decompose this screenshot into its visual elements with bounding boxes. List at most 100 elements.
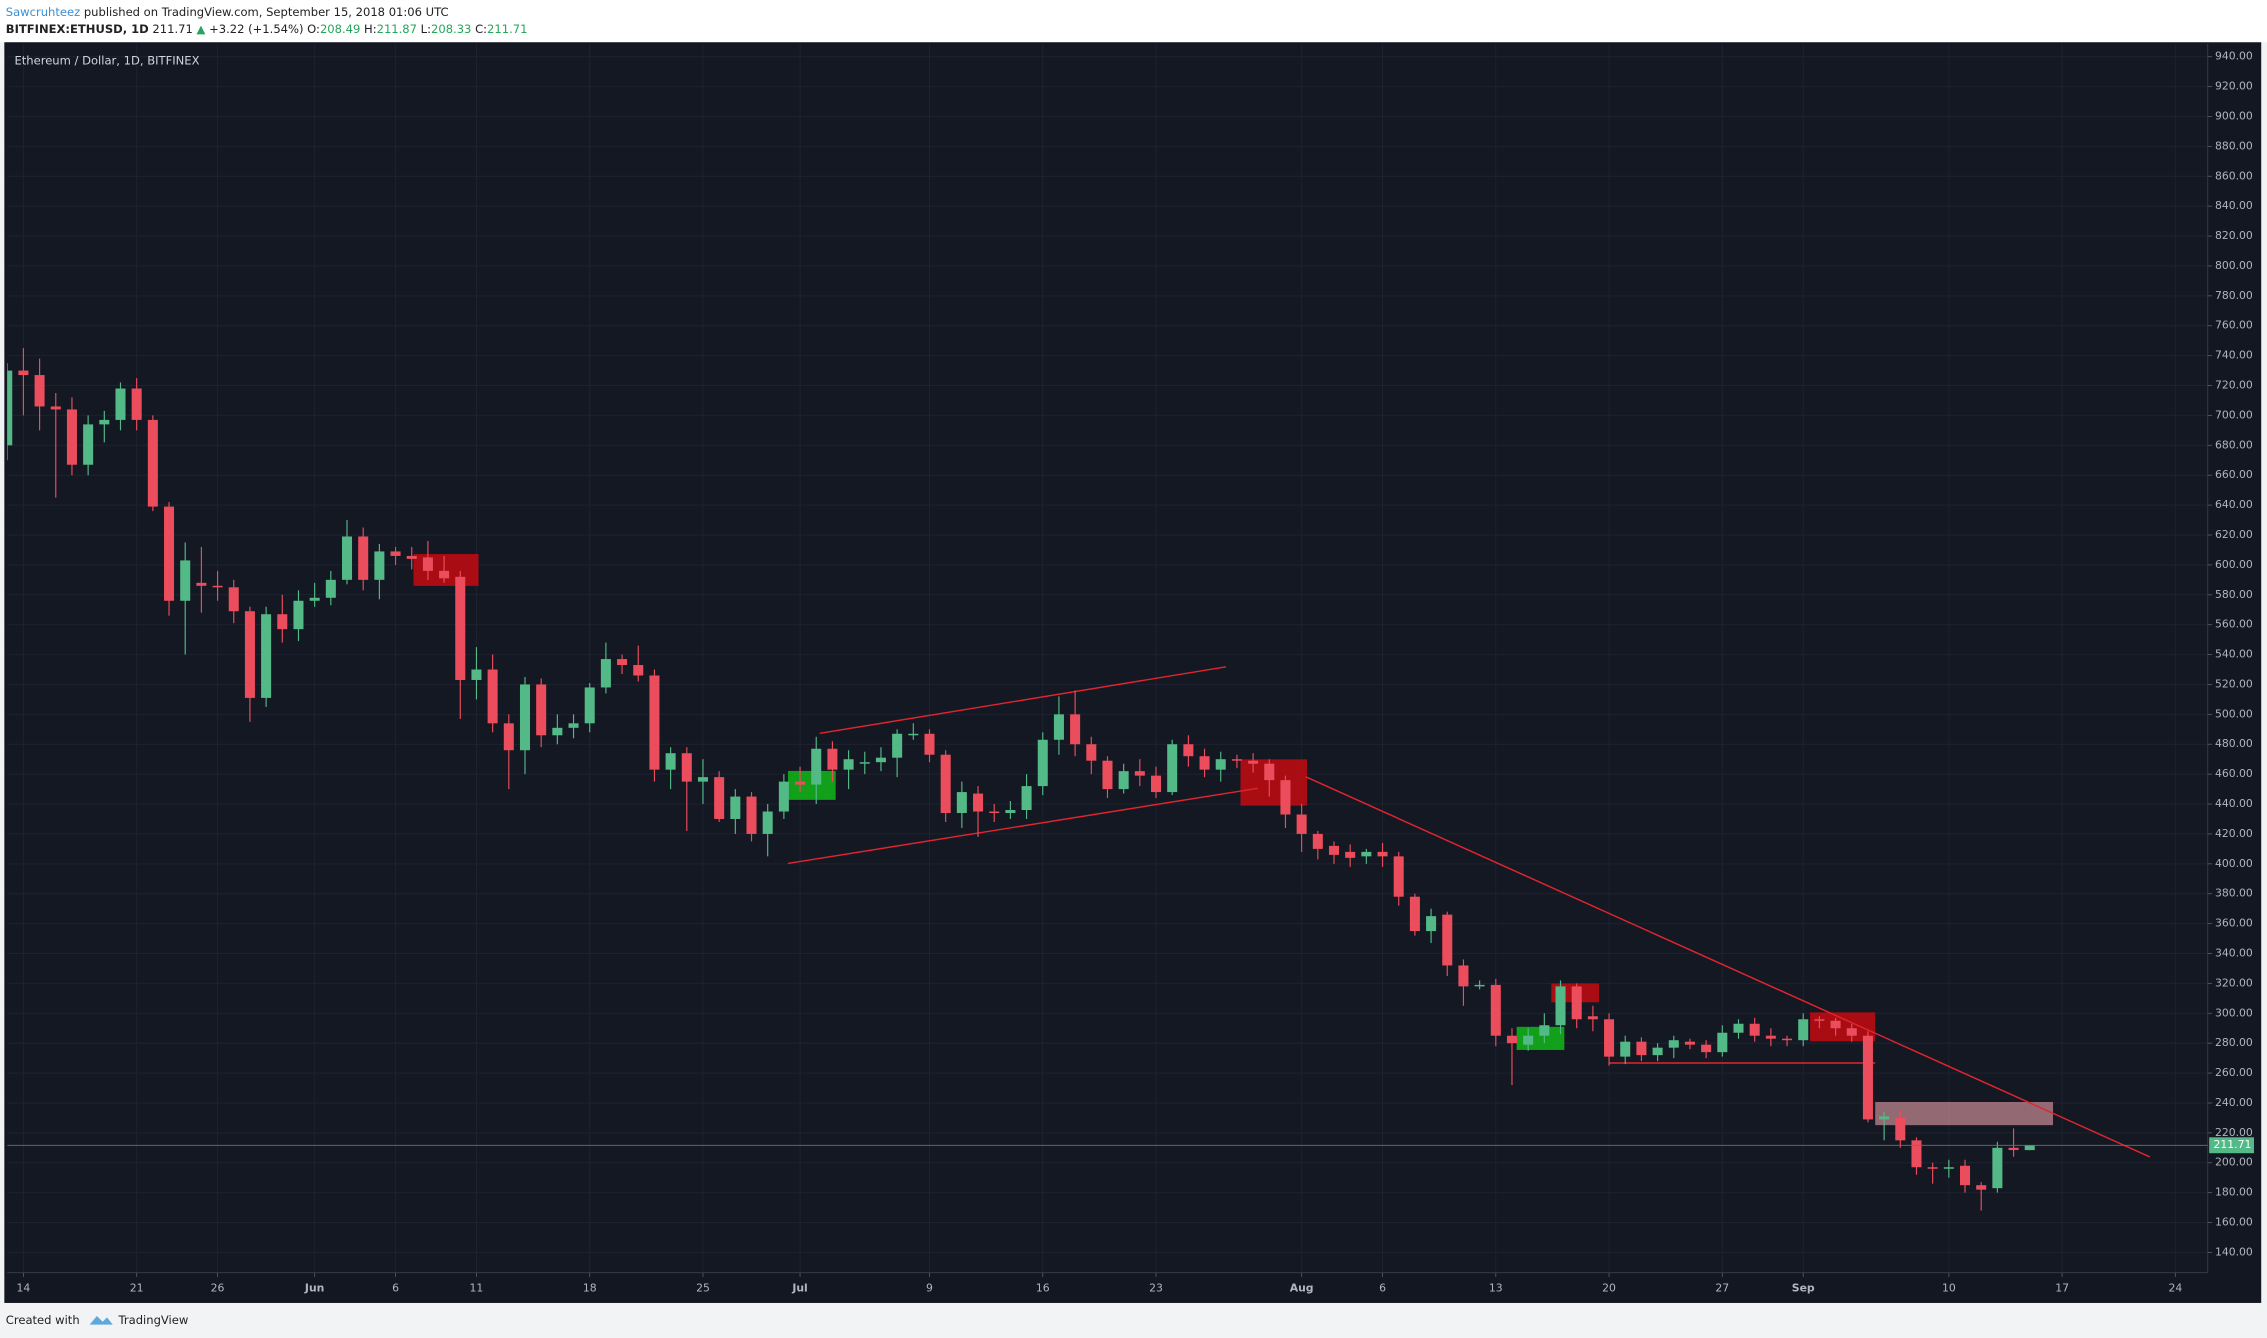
candle-body <box>1636 1041 1647 1056</box>
candle-body <box>228 587 239 612</box>
chart-title: Ethereum / Dollar, 1D, BITFINEX <box>14 54 199 68</box>
candle-body <box>1846 1028 1857 1036</box>
y-tick-label: 700.00 <box>2215 408 2253 421</box>
candle-body <box>18 370 29 376</box>
candle-body <box>1830 1020 1841 1029</box>
trend-line[interactable] <box>787 787 1258 865</box>
x-tick-label: Sep <box>1792 1282 1815 1295</box>
y-tick-label: 660.00 <box>2215 468 2253 481</box>
candle-body <box>341 536 353 580</box>
x-tick-label: 10 <box>1942 1282 1956 1295</box>
candle-body <box>1345 851 1356 858</box>
y-tick-label: 260.00 <box>2215 1066 2253 1079</box>
candle-body <box>1814 1019 1825 1021</box>
candle-body <box>536 684 547 736</box>
candle-body <box>811 748 822 785</box>
candle-body <box>1361 851 1372 857</box>
chart-pane <box>7 43 2208 1273</box>
symbol-line: BITFINEX:ETHUSD, 1D 211.71 ▲ +3.22 (+1.5… <box>6 22 528 36</box>
candle-body <box>1733 1023 1744 1033</box>
x-tick-label: 13 <box>1489 1282 1503 1295</box>
y-tick-label: 160.00 <box>2215 1216 2253 1229</box>
candle-body <box>1199 756 1210 770</box>
candle-body <box>1701 1044 1712 1053</box>
y-tick-label: 840.00 <box>2215 199 2253 212</box>
candle-body <box>908 733 919 736</box>
candle-body <box>1070 714 1081 745</box>
candle-body <box>1377 851 1388 857</box>
candle-body <box>617 659 628 666</box>
candle-body <box>1151 775 1162 793</box>
footer-band <box>0 1302 2267 1338</box>
h-label: H: <box>364 22 377 36</box>
candle-body <box>714 777 725 819</box>
y-tick-label: 580.00 <box>2215 588 2253 601</box>
footer-brand[interactable]: TradingView <box>118 1313 189 1327</box>
candle-body <box>568 723 579 728</box>
candle-body <box>1668 1040 1679 1048</box>
candle-body <box>1992 1147 2003 1189</box>
candle-body <box>1021 786 1032 811</box>
y-tick-label: 680.00 <box>2215 438 2253 451</box>
change: +3.22 (+1.54%) <box>209 22 303 36</box>
candle-body <box>1086 744 1097 761</box>
candle-body <box>1393 856 1404 897</box>
candle-body <box>422 557 433 571</box>
trend-line[interactable] <box>1305 776 2151 1158</box>
y-tick-label: 300.00 <box>2215 1006 2253 1019</box>
candle-body <box>212 585 223 588</box>
last: 211.71 <box>152 22 192 36</box>
candle-body <box>1684 1041 1695 1045</box>
candle-body <box>584 687 595 724</box>
candle-body <box>1749 1023 1760 1036</box>
candle-body <box>730 796 741 819</box>
zone-box[interactable] <box>1875 1102 2054 1126</box>
candle-body <box>1231 759 1242 761</box>
x-tick-label: 26 <box>211 1282 225 1295</box>
c-value: 211.71 <box>487 22 527 36</box>
candle-body <box>843 759 854 770</box>
trend-line[interactable] <box>819 666 1227 735</box>
candle-body <box>1539 1025 1550 1036</box>
l-value: 208.33 <box>431 22 471 36</box>
y-tick-label: 500.00 <box>2215 707 2253 720</box>
candle-body <box>487 669 498 724</box>
candle-body <box>681 753 692 782</box>
candle-body <box>1264 763 1275 781</box>
y-tick-label: 880.00 <box>2215 139 2253 152</box>
candle-body <box>374 551 385 580</box>
y-tick-label: 200.00 <box>2215 1156 2253 1169</box>
x-tick-label: 24 <box>2168 1282 2182 1295</box>
y-tick-label: 280.00 <box>2215 1036 2253 1049</box>
candle-body <box>455 576 466 680</box>
candle-body <box>66 409 77 465</box>
y-tick-label: 520.00 <box>2215 677 2253 690</box>
header-band <box>0 0 2267 43</box>
candle-body <box>164 506 175 601</box>
candles <box>7 348 2208 1211</box>
candle-body <box>859 762 870 764</box>
candle-body <box>973 793 984 812</box>
candle-body <box>1248 760 1259 764</box>
y-tick-label: 620.00 <box>2215 528 2253 541</box>
candle-body <box>1167 744 1178 793</box>
candle-body <box>293 600 304 630</box>
c-label: C: <box>475 22 487 36</box>
candle-body <box>519 684 531 751</box>
candle-body <box>309 597 320 601</box>
author[interactable]: Sawcruhteez <box>6 4 80 18</box>
candle-body <box>1280 780 1291 815</box>
y-tick-label: 920.00 <box>2215 80 2253 93</box>
x-tick-label: 25 <box>696 1282 710 1295</box>
candle-body <box>649 675 660 770</box>
candle-body <box>940 754 951 814</box>
candle-body <box>1118 771 1129 790</box>
y-tick-label: 440.00 <box>2215 797 2253 810</box>
candle-body <box>2008 1147 2019 1151</box>
y-tick-label: 760.00 <box>2215 319 2253 332</box>
candle-body <box>1037 739 1048 787</box>
l-label: L: <box>421 22 431 36</box>
candle-body <box>1862 1035 1873 1120</box>
